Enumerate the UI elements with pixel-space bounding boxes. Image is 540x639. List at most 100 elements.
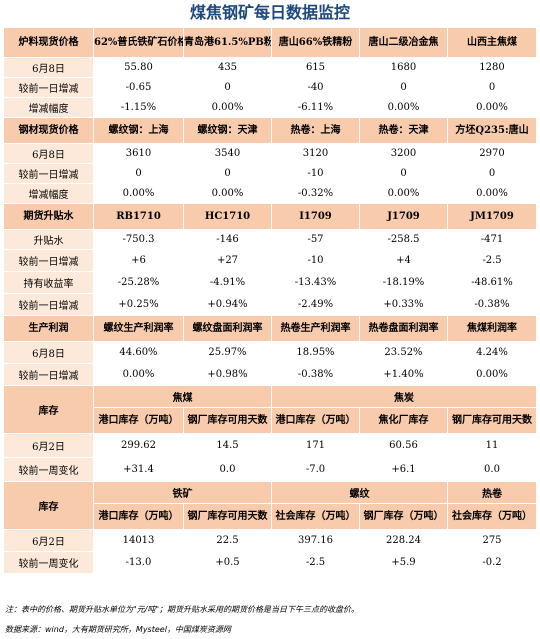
data-source: 数据来源：wind，大有期货研究所，Mysteel，中国煤炭资源网 <box>5 625 231 634</box>
spot2-header-label: 钢材现货价格 <box>3 117 94 144</box>
table-cell: -10 <box>271 163 360 184</box>
table-cell: 0 <box>447 77 537 98</box>
table-cell: 0.0 <box>183 457 272 482</box>
profit-header-col: 热卷生产利润率 <box>271 315 360 342</box>
table-row: 较前一日增减 -0.65 0 -40 0 0 <box>3 77 537 98</box>
table-row: 增减幅度 -1.15% 0.00% -6.11% 0.00% 0.00% <box>3 97 537 118</box>
table-cell: 0 <box>359 163 448 184</box>
stock1-header-col: 港口库存（万吨） <box>271 407 360 434</box>
profit-header-col: 螺纹盘面利润率 <box>183 315 272 342</box>
table-cell: 299.62 <box>93 433 184 458</box>
table-cell: +0.94% <box>183 293 272 316</box>
profit-header-col: 热卷盘面利润率 <box>359 315 448 342</box>
table-cell: -471 <box>447 229 537 250</box>
row-label: 较前一周变化 <box>3 551 94 574</box>
table-cell: 4.24% <box>447 341 537 364</box>
stock2-header-col: 港口库存（万吨） <box>93 503 184 530</box>
table-cell: -13.43% <box>271 271 360 294</box>
stock1-header-col: 港口库存（万吨） <box>93 407 184 434</box>
stock1-header-col: 钢厂库存可用天数 <box>183 407 272 434</box>
table-cell: 397.16 <box>271 529 360 552</box>
row-label: 较前一周变化 <box>3 457 94 482</box>
spot2-header-col: 热卷：上海 <box>271 117 360 144</box>
spot1-header-col: 唐山二级冶金焦 <box>359 27 448 58</box>
table-row: 6月2日 299.62 14.5 171 60.56 11 <box>3 433 537 458</box>
table-row: 较前一周变化 +31.4 0.0 -7.0 +6.1 0.0 <box>3 457 537 482</box>
table-cell: 2970 <box>447 143 537 164</box>
row-label: 增减幅度 <box>3 97 94 118</box>
futures-header-col: J1709 <box>359 203 448 230</box>
spot2-header-col: 螺纹钢：上海 <box>93 117 184 144</box>
table-row: 6月2日 14013 22.5 397.16 228.24 275 <box>3 529 537 552</box>
table-cell: 0.00% <box>447 97 537 118</box>
table-cell: +6 <box>93 249 184 272</box>
table-row: 升贴水 -750.3 -146 -57 -258.5 -471 <box>3 229 537 250</box>
table-cell: +0.33% <box>359 293 448 316</box>
spot1-header-col: 山西主焦煤 <box>447 27 537 58</box>
table-row: 持有收益率 -25.28% -4.91% -13.43% -18.19% -48… <box>3 271 537 294</box>
table-cell: 0 <box>183 77 272 98</box>
table-cell: -0.32% <box>271 183 360 204</box>
table-cell: -48.61% <box>447 271 537 294</box>
table-cell: 14.5 <box>183 433 272 458</box>
table-cell: -2.5 <box>447 249 537 272</box>
table-row: 增减幅度 0.00% 0.00% -0.32% 0.00% 0.00% <box>3 183 537 204</box>
table-cell: 11 <box>447 433 537 458</box>
table-row: 6月8日 3610 3540 3120 3200 2970 <box>3 143 537 164</box>
futures-header-col: RB1710 <box>93 203 184 230</box>
row-label: 6月8日 <box>3 341 94 364</box>
footnote: 注：表中的价格、期货升贴水单位为"元/吨"；期货升贴水采用的期货价格是当日下午三… <box>5 605 360 614</box>
stock1-header-row: 港口库存（万吨） 钢厂库存可用天数 港口库存（万吨） 焦化厂库存 钢厂库存可用天… <box>4 407 537 434</box>
row-label: 6月8日 <box>3 57 94 78</box>
table-cell: +0.5 <box>183 551 272 574</box>
table-cell: 14013 <box>93 529 184 552</box>
table-row: 较前一日增减 +6 +27 -10 +4 -2.5 <box>3 249 537 272</box>
stock2-header-col: 社会库存（万吨） <box>447 503 537 530</box>
table-cell: +6.1 <box>359 457 448 482</box>
row-label: 6月8日 <box>3 143 94 164</box>
row-label: 较前一日增减 <box>3 163 94 184</box>
table-cell: 0.00% <box>183 97 272 118</box>
table-cell: -750.3 <box>93 229 184 250</box>
table-cell: -0.38% <box>271 363 360 386</box>
spot2-header-col: 热卷：天津 <box>359 117 448 144</box>
table-cell: -6.11% <box>271 97 360 118</box>
table-cell: 0 <box>183 163 272 184</box>
stock1-header-col: 钢厂库存可用天数 <box>447 407 537 434</box>
stock2-group-iron-ore: 铁矿 <box>93 481 272 504</box>
table-cell: -1.15% <box>93 97 184 118</box>
stock1-header-col: 焦化厂库存 <box>359 407 448 434</box>
stock2-header-col: 社会库存（万吨） <box>271 503 360 530</box>
table-cell: -258.5 <box>359 229 448 250</box>
row-label: 6月2日 <box>3 529 94 552</box>
table-cell: -7.0 <box>271 457 360 482</box>
profit-header-col: 焦煤利润率 <box>447 315 537 342</box>
table-cell: -0.2 <box>447 551 537 574</box>
table-row: 较前一日增减 0 0 -10 0 0 <box>3 163 537 184</box>
row-label: 较前一日增减 <box>3 77 94 98</box>
table-cell: -18.19% <box>359 271 448 294</box>
profit-header-row: 生产利润 螺纹生产利润率 螺纹盘面利润率 热卷生产利润率 热卷盘面利润率 焦煤利… <box>3 315 537 342</box>
table-cell: 275 <box>447 529 537 552</box>
table-cell: -10 <box>271 249 360 272</box>
table-cell: 0.00% <box>93 363 184 386</box>
spot1-header-col: 62%普氏铁矿石价格指数 <box>93 27 184 58</box>
table-cell: 0.00% <box>447 183 537 204</box>
row-label: 升贴水 <box>3 229 94 250</box>
futures-header-col: HC1710 <box>183 203 272 230</box>
row-label: 较前一日增减 <box>3 363 94 386</box>
table-cell: +31.4 <box>93 457 184 482</box>
monitor-table: 炉料现货价格 62%普氏铁矿石价格指数 青岛港61.5%PB粉 唐山66%铁精粉… <box>3 27 537 574</box>
row-label: 持有收益率 <box>3 271 94 294</box>
table-cell: -0.65 <box>93 77 184 98</box>
futures-header-col: JM1709 <box>447 203 537 230</box>
table-cell: 228.24 <box>359 529 448 552</box>
table-cell: 60.56 <box>359 433 448 458</box>
page-title: 煤焦钢矿每日数据监控 <box>189 3 350 22</box>
futures-header-col: I1709 <box>271 203 360 230</box>
table-cell: 0.00% <box>359 97 448 118</box>
stock2-header-row: 港口库存（万吨） 钢厂库存可用天数 社会库存（万吨） 钢厂库存（万吨） 社会库存… <box>4 503 537 530</box>
table-cell: 23.52% <box>359 341 448 364</box>
stock2-group-row: 库存 铁矿 螺纹 热卷 <box>3 481 537 530</box>
stock1-group-coking-coal: 焦煤 <box>93 385 272 408</box>
